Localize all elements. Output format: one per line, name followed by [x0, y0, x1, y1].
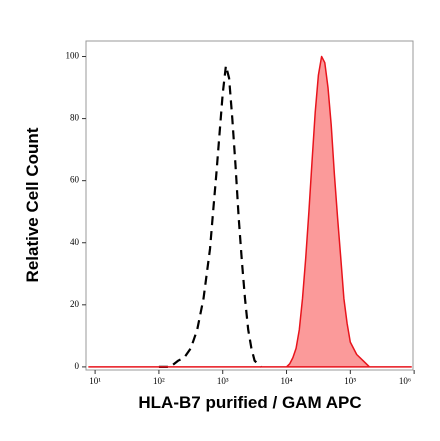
x-tick-label: 10¹	[89, 376, 101, 386]
y-tick-label: 80	[70, 113, 80, 123]
plot-frame	[85, 40, 414, 371]
x-tick-label: 10⁶	[399, 376, 411, 386]
y-axis-title: Relative Cell Count	[23, 127, 42, 282]
y-tick-label: 100	[66, 51, 80, 61]
histogram-line	[158, 64, 262, 368]
y-tick-label: 0	[75, 361, 80, 371]
x-tick-label: 10²	[153, 376, 165, 386]
histogram-area	[88, 55, 412, 368]
x-tick-label: 10³	[217, 376, 229, 386]
x-tick-label: 10⁵	[344, 376, 356, 386]
y-tick-label: 60	[70, 175, 80, 185]
x-tick-label: 10⁴	[280, 376, 292, 386]
y-tick-label: 20	[70, 299, 80, 309]
x-axis-title: HLA-B7 purified / GAM APC	[138, 393, 361, 412]
y-tick-label: 40	[70, 237, 80, 247]
